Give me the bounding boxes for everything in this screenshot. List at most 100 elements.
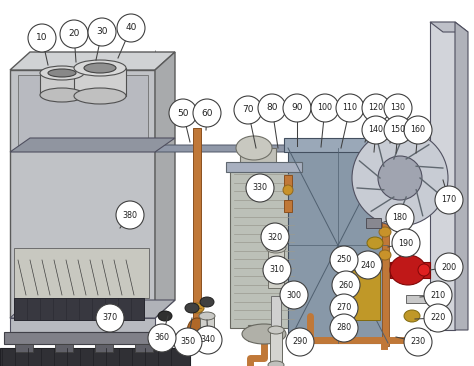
Bar bbox=[0, 348, 190, 366]
Ellipse shape bbox=[352, 130, 448, 226]
Text: 340: 340 bbox=[201, 336, 216, 344]
Circle shape bbox=[258, 94, 286, 122]
Ellipse shape bbox=[40, 66, 84, 80]
Circle shape bbox=[96, 304, 124, 332]
Text: 260: 260 bbox=[338, 280, 354, 290]
Ellipse shape bbox=[84, 63, 116, 73]
Ellipse shape bbox=[379, 227, 391, 237]
Bar bbox=[270, 330, 282, 365]
Bar bbox=[340, 265, 380, 320]
Circle shape bbox=[117, 14, 145, 42]
Text: 220: 220 bbox=[430, 314, 446, 322]
Text: 120: 120 bbox=[368, 104, 383, 112]
Bar bbox=[4, 332, 164, 344]
Bar bbox=[10, 318, 155, 332]
Polygon shape bbox=[155, 52, 175, 318]
Circle shape bbox=[384, 116, 412, 144]
Polygon shape bbox=[155, 145, 395, 152]
Text: 170: 170 bbox=[441, 195, 456, 205]
Text: 70: 70 bbox=[242, 105, 254, 115]
Bar bbox=[406, 295, 426, 303]
Text: 40: 40 bbox=[125, 23, 137, 33]
Circle shape bbox=[384, 94, 412, 122]
Circle shape bbox=[332, 271, 360, 299]
Circle shape bbox=[362, 94, 390, 122]
Ellipse shape bbox=[187, 318, 207, 346]
Ellipse shape bbox=[390, 255, 426, 285]
Text: 180: 180 bbox=[392, 213, 408, 223]
Circle shape bbox=[263, 256, 291, 284]
Bar bbox=[288, 148, 388, 343]
Text: 110: 110 bbox=[343, 104, 357, 112]
Ellipse shape bbox=[199, 312, 215, 320]
Text: 160: 160 bbox=[410, 126, 426, 134]
Circle shape bbox=[116, 201, 144, 229]
Circle shape bbox=[392, 229, 420, 257]
Ellipse shape bbox=[242, 324, 286, 344]
Text: 370: 370 bbox=[102, 314, 118, 322]
Text: 90: 90 bbox=[291, 104, 303, 112]
Circle shape bbox=[330, 294, 358, 322]
Bar bbox=[366, 218, 381, 228]
Circle shape bbox=[404, 116, 432, 144]
Bar bbox=[74, 68, 126, 96]
Bar bbox=[55, 344, 73, 352]
Polygon shape bbox=[10, 300, 175, 318]
Ellipse shape bbox=[348, 259, 372, 271]
Ellipse shape bbox=[268, 326, 284, 334]
Circle shape bbox=[174, 328, 202, 356]
Circle shape bbox=[435, 186, 463, 214]
Circle shape bbox=[261, 223, 289, 251]
Bar bbox=[135, 344, 153, 352]
Text: 270: 270 bbox=[337, 303, 352, 313]
Circle shape bbox=[234, 96, 262, 124]
Circle shape bbox=[88, 18, 116, 46]
Circle shape bbox=[311, 94, 339, 122]
Bar bbox=[10, 70, 155, 318]
Bar bbox=[230, 168, 298, 328]
Ellipse shape bbox=[74, 60, 126, 76]
Polygon shape bbox=[430, 22, 468, 32]
Circle shape bbox=[286, 328, 314, 356]
Ellipse shape bbox=[283, 185, 293, 195]
Bar bbox=[193, 128, 201, 338]
Bar bbox=[284, 138, 392, 152]
Bar bbox=[40, 73, 84, 95]
Ellipse shape bbox=[378, 156, 422, 200]
Text: 30: 30 bbox=[96, 27, 108, 37]
Text: 350: 350 bbox=[181, 337, 196, 347]
Text: 310: 310 bbox=[270, 265, 284, 274]
Ellipse shape bbox=[379, 250, 391, 260]
Text: 230: 230 bbox=[410, 337, 426, 347]
Circle shape bbox=[386, 204, 414, 232]
Circle shape bbox=[362, 116, 390, 144]
Text: 210: 210 bbox=[430, 291, 446, 299]
Text: 320: 320 bbox=[267, 232, 283, 242]
Bar bbox=[271, 296, 281, 326]
Text: 360: 360 bbox=[155, 333, 170, 343]
Bar bbox=[240, 148, 276, 166]
Circle shape bbox=[354, 251, 382, 279]
Circle shape bbox=[330, 246, 358, 274]
Text: 150: 150 bbox=[391, 126, 406, 134]
Text: 60: 60 bbox=[201, 108, 213, 117]
Circle shape bbox=[60, 20, 88, 48]
Circle shape bbox=[435, 253, 463, 281]
Circle shape bbox=[193, 99, 221, 127]
Text: 10: 10 bbox=[36, 34, 48, 42]
Bar bbox=[15, 344, 33, 352]
Circle shape bbox=[246, 174, 274, 202]
Text: 100: 100 bbox=[318, 104, 332, 112]
Polygon shape bbox=[455, 22, 468, 330]
Ellipse shape bbox=[185, 303, 199, 313]
Circle shape bbox=[169, 99, 197, 127]
Text: 80: 80 bbox=[266, 104, 278, 112]
Bar bbox=[226, 162, 302, 172]
Circle shape bbox=[404, 328, 432, 356]
Text: 290: 290 bbox=[292, 337, 308, 347]
Text: 280: 280 bbox=[337, 324, 352, 332]
Text: 380: 380 bbox=[122, 210, 137, 220]
Circle shape bbox=[280, 281, 308, 309]
Circle shape bbox=[330, 314, 358, 342]
Ellipse shape bbox=[158, 311, 172, 321]
